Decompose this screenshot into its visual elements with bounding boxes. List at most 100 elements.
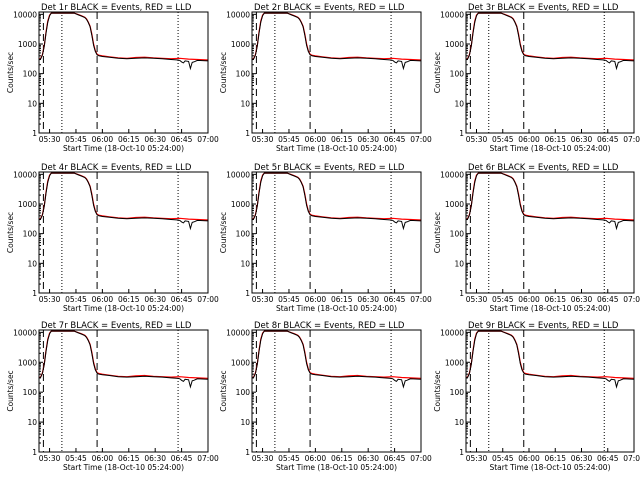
x-tick-label: 06:15 [331,135,353,144]
series-line-events [465,12,635,71]
y-tick-label: 1 [459,448,464,457]
panel-title: Det 5r BLACK = Events, RED = LLD [254,163,405,173]
panel-6: Det 6r BLACK = Events, RED = LLD 05:30 05:… [433,163,640,313]
x-tick-label: 05:45 [278,135,300,144]
series-line-events [38,12,209,71]
series-line-events [251,172,422,231]
x-tick-label: 06:30 [571,135,593,144]
y-tick-label: 1000 [18,200,37,209]
series-line-lld [38,12,209,61]
y-tick-label: 10 [454,418,464,427]
x-tick-label: 05:45 [65,454,87,463]
y-tick-label: 1000 [18,40,37,49]
x-tick-label: 07:00 [197,295,219,304]
panel-title: Det 4r BLACK = Events, RED = LLD [41,163,192,173]
y-tick-label: 10000 [13,328,37,337]
y-tick-label: 10000 [226,10,250,19]
series-line-lld [251,330,422,379]
x-tick-label: 05:30 [252,135,274,144]
x-axis-label: Start Time (18-Oct-10 05:24:00) [276,463,397,472]
x-tick-label: 06:00 [92,295,114,304]
plot-frame [38,329,209,453]
x-tick-label: 05:45 [65,135,87,144]
panel-5: Det 5r BLACK = Events, RED = LLD 05:30 05:… [219,163,432,313]
x-tick-label: 06:30 [571,454,593,463]
x-tick-label: 06:45 [171,135,193,144]
x-tick-label: 06:00 [518,135,540,144]
x-tick-label: 06:30 [357,454,379,463]
x-tick-label: 06:45 [384,454,406,463]
x-tick-label: 06:00 [92,135,114,144]
y-axis-label: Counts/sec [433,52,442,93]
x-tick-label: 06:30 [357,295,379,304]
series-line-lld [251,12,422,61]
x-tick-label: 05:45 [492,135,514,144]
panel-title: Det 8r BLACK = Events, RED = LLD [254,321,405,331]
panel-title: Det 9r BLACK = Events, RED = LLD [468,321,619,331]
y-tick-label: 10000 [13,170,37,179]
y-tick-label: 10000 [13,10,37,19]
y-axis-label: Counts/sec [219,212,228,253]
y-tick-label: 1000 [445,40,464,49]
panel-2: Det 2r BLACK = Events, RED = LLD 05:30 05:… [219,3,432,153]
x-tick-label: 07:00 [410,135,432,144]
series-line-lld [465,12,635,61]
x-axis-label: Start Time (18-Oct-10 05:24:00) [276,304,397,313]
y-axis-label: Counts/sec [433,212,442,253]
x-tick-label: 06:45 [384,295,406,304]
panel-title: Det 2r BLACK = Events, RED = LLD [254,3,405,13]
x-tick-label: 07:00 [623,135,640,144]
y-tick-label: 100 [236,388,251,397]
x-tick-label: 06:45 [171,454,193,463]
y-tick-label: 10000 [440,170,464,179]
y-tick-label: 1 [245,129,250,138]
panel-1: Det 1r BLACK = Events, RED = LLD 05:30 05:… [6,3,219,153]
x-tick-label: 06:45 [597,454,619,463]
y-tick-label: 1 [32,289,37,298]
y-tick-label: 10 [454,99,464,108]
y-tick-label: 100 [23,230,38,239]
x-axis-label: Start Time (18-Oct-10 05:24:00) [63,463,184,472]
y-tick-label: 100 [236,70,251,79]
x-tick-label: 06:00 [92,454,114,463]
series-line-lld [38,172,209,221]
x-tick-label: 06:00 [518,295,540,304]
panel-7: Det 7r BLACK = Events, RED = LLD 05:30 05:… [6,321,219,472]
x-tick-label: 05:45 [278,295,300,304]
series-line-events [38,330,209,389]
x-tick-label: 05:30 [466,295,488,304]
panel-3: Det 3r BLACK = Events, RED = LLD 05:30 05:… [433,3,640,153]
x-tick-label: 05:30 [466,454,488,463]
panel-title: Det 1r BLACK = Events, RED = LLD [41,3,192,13]
x-tick-label: 06:15 [544,454,566,463]
plot-frame [251,11,422,134]
plot-frame [251,329,422,453]
y-tick-label: 10000 [440,10,464,19]
series-line-lld [38,330,209,379]
x-axis-label: Start Time (18-Oct-10 05:24:00) [489,144,610,153]
y-tick-label: 100 [236,230,251,239]
y-tick-label: 100 [23,388,38,397]
x-tick-label: 06:30 [144,454,166,463]
x-tick-label: 07:00 [623,295,640,304]
x-tick-label: 05:45 [492,295,514,304]
x-tick-label: 05:30 [252,454,274,463]
x-axis-label: Start Time (18-Oct-10 05:24:00) [63,144,184,153]
x-tick-label: 07:00 [410,454,432,463]
y-tick-label: 1 [459,289,464,298]
y-tick-label: 1 [459,129,464,138]
y-tick-label: 100 [23,70,38,79]
y-tick-label: 10 [27,99,37,108]
panel-title: Det 3r BLACK = Events, RED = LLD [468,3,619,13]
series-line-lld [465,172,635,221]
y-tick-label: 10 [27,418,37,427]
y-tick-label: 10 [240,99,250,108]
y-tick-label: 1 [32,448,37,457]
x-tick-label: 07:00 [197,135,219,144]
panel-title: Det 6r BLACK = Events, RED = LLD [468,163,619,173]
x-tick-label: 07:00 [623,454,640,463]
y-tick-label: 10000 [440,328,464,337]
x-axis-label: Start Time (18-Oct-10 05:24:00) [489,463,610,472]
y-tick-label: 1 [32,129,37,138]
